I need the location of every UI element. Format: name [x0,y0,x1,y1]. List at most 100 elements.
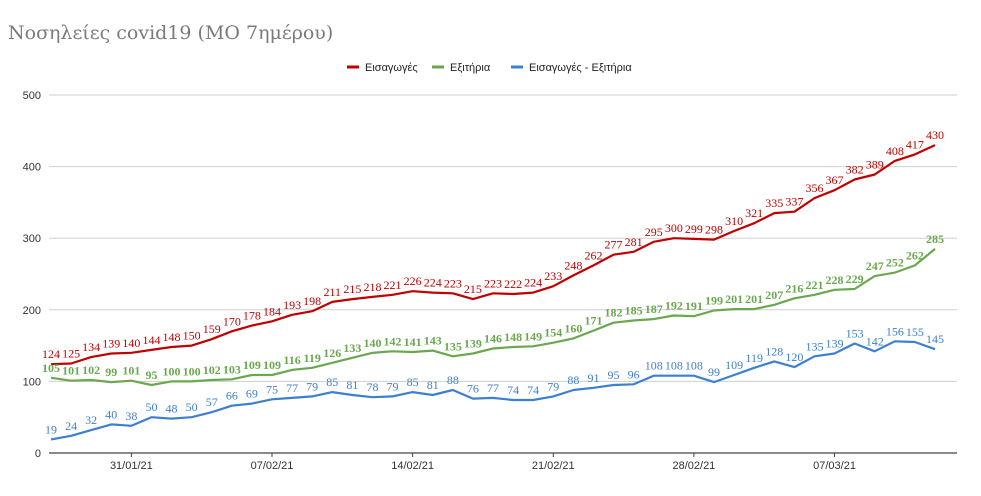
chart-title: Νοσηλείες covid19 (ΜΟ 7ημέρου) [8,22,334,44]
y-tick-label: 0 [35,448,41,460]
data-label: 77 [286,381,298,395]
data-label: 193 [283,298,301,312]
data-label: 218 [363,280,381,294]
data-label: 50 [145,400,157,414]
data-label: 78 [366,380,378,394]
data-label: 40 [105,407,117,421]
data-label: 149 [524,329,542,343]
data-label: 430 [926,128,944,142]
series-line-1 [50,144,936,366]
data-label: 389 [866,157,884,171]
data-label: 108 [665,359,683,373]
data-label: 88 [567,373,579,387]
data-label: 192 [665,299,683,313]
data-label: 184 [263,304,281,318]
data-label: 116 [283,353,300,367]
x-tick-label: 28/02/21 [672,460,715,472]
data-label: 229 [846,272,864,286]
data-label: 160 [564,321,582,335]
data-label: 88 [447,373,459,387]
x-tick-label: 07/02/21 [251,460,294,472]
data-label: 191 [685,299,703,313]
x-tick-label: 14/02/21 [391,460,434,472]
data-label: 187 [645,302,663,316]
data-label: 102 [203,363,221,377]
data-label: 142 [384,334,402,348]
data-label: 248 [564,258,582,272]
x-tick-label: 31/01/21 [110,460,153,472]
data-label: 140 [122,336,140,350]
data-label: 199 [705,294,723,308]
data-label: 101 [122,364,140,378]
data-label: 139 [102,336,120,350]
data-label: 95 [145,368,157,382]
data-label: 382 [846,162,864,176]
data-label: 142 [866,334,884,348]
data-label: 77 [487,381,499,395]
data-label: 108 [645,359,663,373]
data-label: 408 [886,144,904,158]
data-label: 221 [805,278,823,292]
data-label: 154 [544,326,562,340]
data-label: 135 [805,339,823,353]
data-label: 79 [547,379,559,393]
data-label: 215 [464,282,482,296]
data-label: 79 [387,379,399,393]
series-line-3 [50,340,936,441]
data-label: 75 [266,382,278,396]
data-label: 148 [163,330,181,344]
data-label: 119 [745,351,763,365]
data-label: 74 [507,383,519,397]
data-label: 299 [685,222,703,236]
data-label: 99 [708,365,720,379]
data-label: 223 [484,276,502,290]
legend-label: Εισαγωγές - Εξιτήρια [529,62,632,74]
data-label: 159 [203,322,221,336]
data-label: 207 [765,288,783,302]
data-label: 128 [765,344,783,358]
y-tick-label: 400 [23,162,41,174]
data-label: 356 [805,181,823,195]
data-label: 133 [343,341,361,355]
data-label: 337 [785,195,803,209]
data-label: 19 [45,422,57,436]
data-label: 198 [303,294,321,308]
data-label: 139 [464,336,482,350]
y-tick-label: 300 [23,233,41,245]
data-label: 146 [484,331,502,345]
data-label: 126 [323,346,341,360]
legend-label: Εξιτήρια [450,62,491,74]
data-label: 85 [407,375,419,389]
data-label: 135 [444,339,462,353]
data-labels-series-3: 19 24 32 40 38 50 48 50 57 66 69 75 77 79 85 81 78 79 85 81… [45,324,944,436]
y-tick-label: 200 [23,305,41,317]
data-label: 103 [223,362,241,376]
data-label: 105 [42,361,60,375]
data-label: 178 [243,309,261,323]
data-label: 50 [186,400,198,414]
data-label: 281 [625,235,643,249]
data-label: 57 [206,395,218,409]
data-label: 201 [725,292,743,306]
data-label: 285 [926,232,944,246]
data-label: 145 [926,332,944,346]
data-label: 228 [826,273,844,287]
data-label: 48 [166,402,178,416]
data-label: 335 [765,196,783,210]
data-label: 215 [343,282,361,296]
data-label: 74 [527,383,539,397]
data-label: 134 [82,340,100,354]
data-label: 125 [62,347,80,361]
x-tick-label: 07/03/21 [813,460,856,472]
data-label: 100 [163,364,181,378]
data-label: 224 [524,276,542,290]
data-label: 139 [826,336,844,350]
data-label: 100 [183,364,201,378]
data-label: 150 [183,329,201,343]
data-label: 95 [608,368,620,382]
data-labels-series-2: 105 101 102 99 101 95 100 100 102 103 109 109 116 119… [42,232,944,382]
data-label: 298 [705,223,723,237]
data-label: 222 [504,277,522,291]
data-label: 171 [584,314,602,328]
